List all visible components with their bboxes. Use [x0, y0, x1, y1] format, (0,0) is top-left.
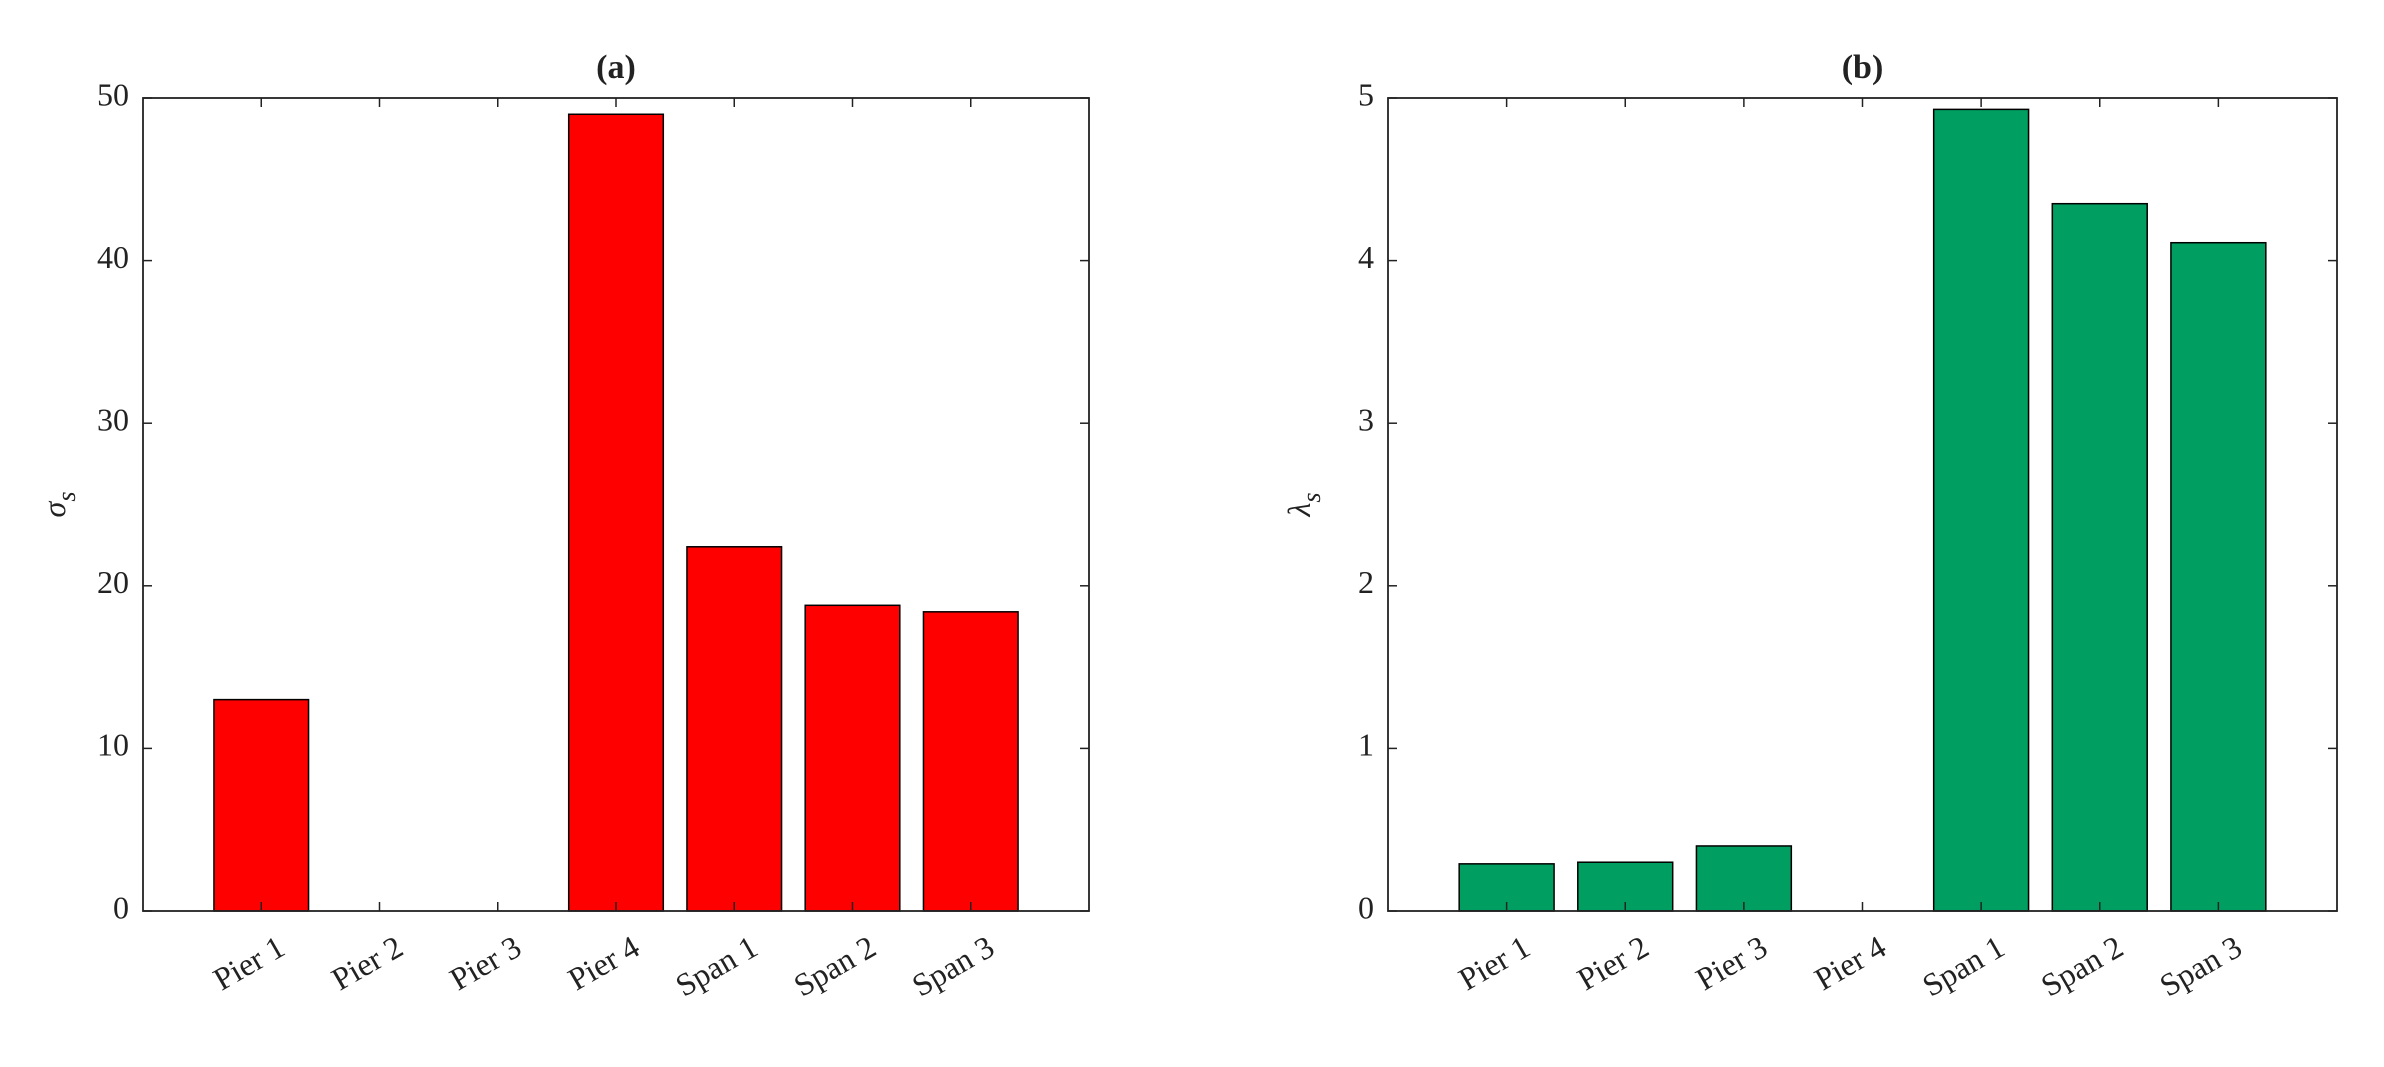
y-tick-label: 30	[97, 402, 129, 438]
y-tick-label: 0	[113, 889, 129, 925]
y-tick-label: 10	[97, 727, 129, 763]
x-tick-label: Span 1	[1916, 928, 2010, 1003]
bar	[686, 546, 783, 912]
bar	[567, 113, 665, 912]
chart-title: (a)	[596, 49, 636, 86]
bar	[2170, 241, 2267, 912]
x-tick-label: Span 3	[2153, 928, 2247, 1003]
y-axis-label-symbol: σ	[36, 500, 72, 517]
y-tick-label: 50	[97, 76, 129, 112]
y-tick-label: 1	[1358, 727, 1374, 763]
y-tick-label: 2	[1358, 564, 1374, 600]
x-tick-label: Pier 2	[1571, 928, 1654, 997]
x-tick-label: Pier 3	[1690, 928, 1773, 997]
y-tick-label: 40	[97, 239, 129, 275]
y-tick-label: 5	[1358, 76, 1374, 112]
bar	[804, 604, 901, 912]
y-tick-label: 3	[1358, 402, 1374, 438]
y-axis-label-symbol: λ	[1281, 502, 1317, 517]
bar	[922, 611, 1019, 912]
y-axis-label-subscript: s	[1297, 493, 1326, 503]
y-axis-label: σs	[36, 492, 81, 518]
y-tick-label: 4	[1358, 239, 1374, 275]
axes-frame	[1387, 97, 2338, 912]
x-tick-label: Span 2	[2035, 928, 2129, 1003]
axes-frame	[142, 97, 1090, 912]
y-axis-label: λs	[1281, 493, 1326, 518]
y-axis-label-subscript: s	[52, 492, 81, 502]
x-tick-label: Pier 4	[562, 928, 645, 997]
x-tick-label: Pier 4	[1808, 928, 1891, 997]
bar	[1932, 108, 2030, 912]
x-tick-label: Span 3	[906, 928, 1000, 1003]
x-tick-label: Pier 3	[443, 928, 526, 997]
chart-title: (b)	[1842, 49, 1884, 86]
x-tick-label: Span 1	[669, 928, 763, 1003]
y-tick-label: 0	[1358, 889, 1374, 925]
x-tick-label: Pier 2	[325, 928, 408, 997]
bar	[213, 698, 310, 912]
x-tick-label: Pier 1	[207, 928, 290, 997]
x-tick-label: Pier 1	[1452, 928, 1535, 997]
chart: (a) σs Pier 1 Pier 2 Pier 3 Pier 4 Span 1 Span …	[36, 49, 1090, 1003]
chart: (b) λs Pier 1 Pier 2 Pier 3 Pier 4 Span 1 Span …	[1281, 49, 2338, 1003]
bar	[1695, 845, 1793, 912]
bar	[2051, 202, 2148, 912]
y-tick-label: 20	[97, 564, 129, 600]
x-tick-label: Span 2	[787, 928, 881, 1003]
